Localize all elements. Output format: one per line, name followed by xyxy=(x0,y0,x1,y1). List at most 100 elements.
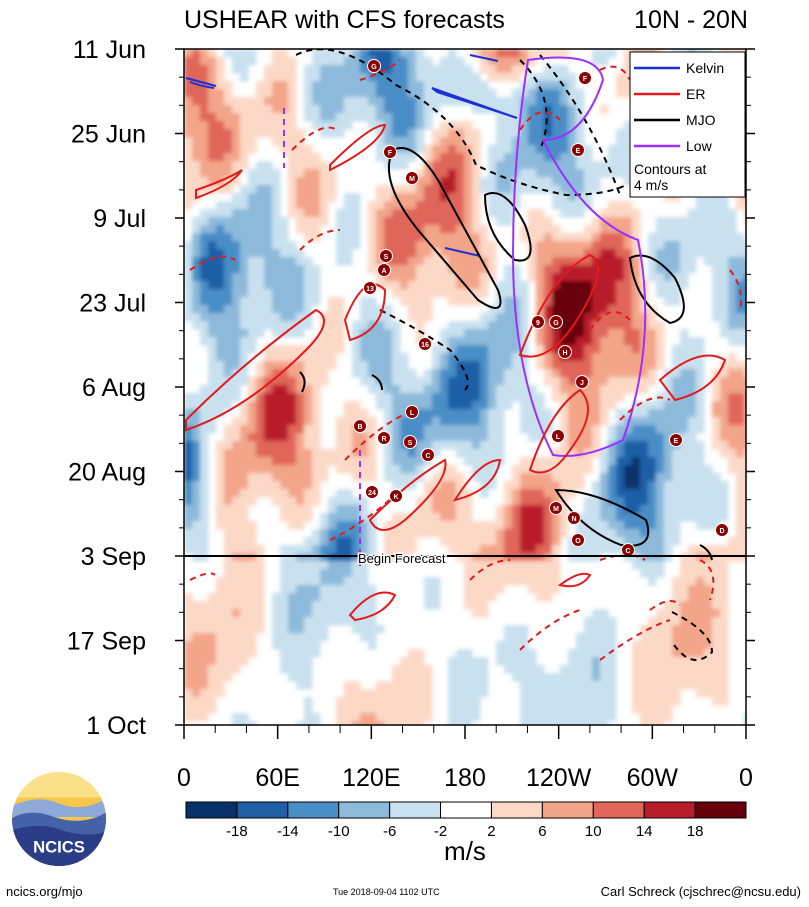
shear-cell xyxy=(560,185,569,194)
shear-cell xyxy=(192,689,201,698)
shear-cell xyxy=(336,209,345,218)
shear-cell xyxy=(520,537,529,546)
shear-cell xyxy=(528,657,537,666)
shear-cell xyxy=(288,193,297,202)
shear-cell xyxy=(624,329,633,338)
shear-cell xyxy=(528,537,537,546)
shear-cell xyxy=(616,281,625,290)
shear-cell xyxy=(592,713,601,722)
mjo-contour xyxy=(554,488,650,547)
shear-cell xyxy=(536,329,545,338)
shear-cell xyxy=(224,601,233,610)
shear-cell xyxy=(504,289,513,298)
shear-cell xyxy=(248,409,257,418)
shear-cell xyxy=(272,641,281,650)
shear-cell xyxy=(200,705,209,714)
shear-cell xyxy=(528,553,537,562)
shear-cell xyxy=(464,337,473,346)
shear-cell xyxy=(392,441,401,450)
shear-cell xyxy=(352,513,361,522)
shear-cell xyxy=(384,409,393,418)
shear-cell xyxy=(512,665,521,674)
shear-cell xyxy=(232,657,241,666)
shear-cell xyxy=(520,57,529,66)
shear-cell xyxy=(416,393,425,402)
shear-cell xyxy=(312,545,321,554)
shear-cell xyxy=(232,665,241,674)
shear-cell xyxy=(520,473,529,482)
storm-label: G xyxy=(553,320,559,327)
shear-cell xyxy=(688,209,697,218)
shear-cell xyxy=(224,185,233,194)
shear-cell xyxy=(384,121,393,130)
shear-cell xyxy=(296,401,305,410)
shear-cell xyxy=(576,705,585,714)
shear-cell xyxy=(624,49,633,58)
shear-cell xyxy=(480,481,489,490)
shear-cell xyxy=(272,105,281,114)
shear-cell xyxy=(248,401,257,410)
shear-cell xyxy=(632,257,641,266)
shear-cell xyxy=(392,545,401,554)
shear-cell xyxy=(568,249,577,258)
shear-cell xyxy=(608,241,617,250)
shear-cell xyxy=(560,513,569,522)
shear-cell xyxy=(656,641,665,650)
shear-cell xyxy=(456,481,465,490)
shear-cell xyxy=(456,681,465,690)
shear-cell xyxy=(288,545,297,554)
shear-cell xyxy=(648,713,657,722)
shear-cell xyxy=(480,609,489,618)
shear-cell xyxy=(192,537,201,546)
shear-cell xyxy=(344,209,353,218)
shear-cell xyxy=(368,585,377,594)
shear-cell xyxy=(744,537,746,546)
shear-cell xyxy=(696,545,705,554)
shear-cell xyxy=(440,369,449,378)
shear-cell xyxy=(256,425,265,434)
shear-cell xyxy=(552,305,561,314)
shear-cell xyxy=(288,105,297,114)
y-tick-label: 20 Aug xyxy=(68,459,146,487)
shear-cell xyxy=(616,537,625,546)
shear-cell xyxy=(280,233,289,242)
shear-cell xyxy=(312,569,321,578)
shear-cell xyxy=(184,81,193,90)
shear-cell xyxy=(184,665,193,674)
shear-cell xyxy=(408,97,417,106)
shear-cell xyxy=(488,193,497,202)
colorbar-swatch xyxy=(185,801,238,819)
shear-cell xyxy=(320,129,329,138)
shear-cell xyxy=(648,497,657,506)
shear-cell xyxy=(744,521,746,530)
shear-cell xyxy=(568,169,577,178)
shear-cell xyxy=(304,489,313,498)
shear-cell xyxy=(712,569,721,578)
shear-cell xyxy=(296,305,305,314)
footer-url[interactable]: ncics.org/mjo xyxy=(6,884,83,899)
shear-cell xyxy=(544,329,553,338)
shear-cell xyxy=(192,545,201,554)
shear-cell xyxy=(696,681,705,690)
shear-cell xyxy=(272,129,281,138)
shear-cell xyxy=(392,241,401,250)
shear-cell xyxy=(392,473,401,482)
shear-cell xyxy=(456,289,465,298)
shear-cell xyxy=(304,225,313,234)
shear-cell xyxy=(624,305,633,314)
shear-cell xyxy=(504,393,513,402)
shear-cell xyxy=(728,257,737,266)
shear-cell xyxy=(632,513,641,522)
shear-cell xyxy=(336,513,345,522)
shear-cell xyxy=(312,577,321,586)
shear-cell xyxy=(240,609,249,618)
shear-cell xyxy=(264,97,273,106)
shear-cell xyxy=(432,425,441,434)
shear-cell xyxy=(248,169,257,178)
shear-cell xyxy=(328,345,337,354)
shear-cell xyxy=(696,617,705,626)
shear-cell xyxy=(480,441,489,450)
shear-cell xyxy=(232,145,241,154)
shear-cell xyxy=(680,425,689,434)
shear-cell xyxy=(712,497,721,506)
